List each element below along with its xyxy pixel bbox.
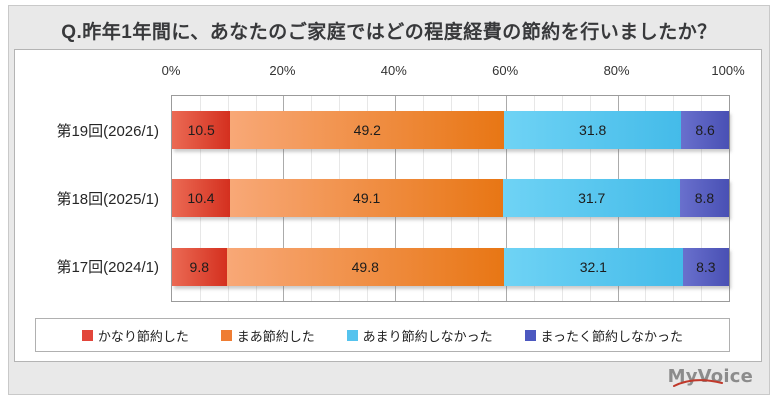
stacked-bar: 10.4 49.1 31.7 8.8	[172, 179, 729, 218]
segment-value: 10.5	[187, 122, 215, 139]
segment-value: 49.1	[353, 190, 381, 207]
legend-item: あまり節約しなかった	[346, 326, 493, 345]
survey-panel: Q.昨年1年間に、あなたのご家庭ではどの程度経費の節約を行いましたか？ 0% 20…	[8, 5, 770, 395]
segment-value: 49.2	[353, 122, 381, 139]
segment-value: 9.8	[189, 258, 210, 275]
row-label: 第18回(2025/1)	[56, 190, 159, 208]
bar-row: 第18回(2025/1) 10.4 49.1 31.7 8.8	[56, 164, 729, 232]
x-axis: 0% 20% 40% 60% 80% 100%	[162, 63, 745, 79]
page-title: Q.昨年1年間に、あなたのご家庭ではどの程度経費の節約を行いましたか？	[61, 22, 717, 43]
bar-segment: 8.6	[681, 111, 729, 150]
row-label: 第17回(2024/1)	[56, 259, 159, 277]
segment-value: 49.8	[351, 258, 379, 275]
segment-value: 8.6	[695, 122, 715, 139]
bar-segment: 8.3	[682, 247, 729, 286]
legend-label: あまり節約しなかった	[362, 328, 493, 344]
segment-value: 31.8	[579, 122, 607, 139]
bar-segment: 32.1	[503, 247, 683, 286]
legend-item: かなり節約した	[81, 326, 189, 345]
myvoice-logo: MyVoice	[667, 366, 753, 387]
bar-row: 第19回(2026/1) 10.5 49.2 31.8 8.6	[56, 96, 729, 164]
x-tick-label: 60%	[492, 63, 519, 78]
row-label: 第19回(2026/1)	[56, 122, 159, 140]
legend-swatch	[220, 329, 232, 341]
bar-row: 第17回(2024/1) 9.8 49.8 32.1 8.3	[56, 233, 729, 301]
bar-segment: 10.5	[172, 111, 231, 150]
legend-item: まったく節約しなかった	[524, 326, 684, 345]
x-tick-label: 80%	[603, 63, 630, 78]
segment-value: 8.3	[696, 258, 716, 275]
segment-value: 8.8	[694, 190, 715, 207]
bar-segment: 49.8	[226, 247, 504, 286]
segment-value: 32.1	[579, 258, 607, 275]
segment-value: 10.4	[187, 190, 215, 207]
legend-label: まあ節約した	[236, 328, 315, 344]
legend-label: かなり節約した	[97, 328, 189, 344]
segment-value: 31.7	[578, 190, 606, 207]
legend-item: まあ節約した	[220, 326, 315, 345]
legend-label: まったく節約しなかった	[540, 328, 684, 344]
bar-segment: 9.8	[172, 247, 227, 286]
legend-swatch	[346, 329, 358, 341]
chart-box: 0% 20% 40% 60% 80% 100% 第19回(2026/1) 10.5 49.2 3…	[14, 49, 762, 362]
legend-swatch	[81, 329, 93, 341]
stacked-bar: 9.8 49.8 32.1 8.3	[172, 247, 729, 286]
bar-segment: 49.2	[230, 111, 505, 150]
x-tick-label: 40%	[380, 63, 407, 78]
bar-segment: 8.8	[679, 179, 729, 218]
bar-segment: 49.1	[229, 179, 504, 218]
legend-swatch	[524, 329, 536, 341]
logo-text: MyVoice	[667, 366, 753, 387]
x-tick-label: 20%	[269, 63, 296, 78]
bar-segment: 31.7	[503, 179, 680, 218]
bar-segment: 10.4	[172, 179, 230, 218]
x-tick-label: 0%	[161, 63, 181, 78]
bar-segment: 31.8	[504, 111, 682, 150]
x-tick-label: 100%	[711, 63, 745, 78]
legend: かなり節約した まあ節約した あまり節約しなかった まったく節約しなかった	[35, 318, 730, 352]
stacked-bar: 10.5 49.2 31.8 8.6	[172, 111, 729, 150]
plot-area: 第19回(2026/1) 10.5 49.2 31.8 8.6 第18回(2025/1) 1…	[56, 95, 730, 302]
bar-rows: 第19回(2026/1) 10.5 49.2 31.8 8.6 第18回(2025/1) 1…	[56, 96, 729, 301]
